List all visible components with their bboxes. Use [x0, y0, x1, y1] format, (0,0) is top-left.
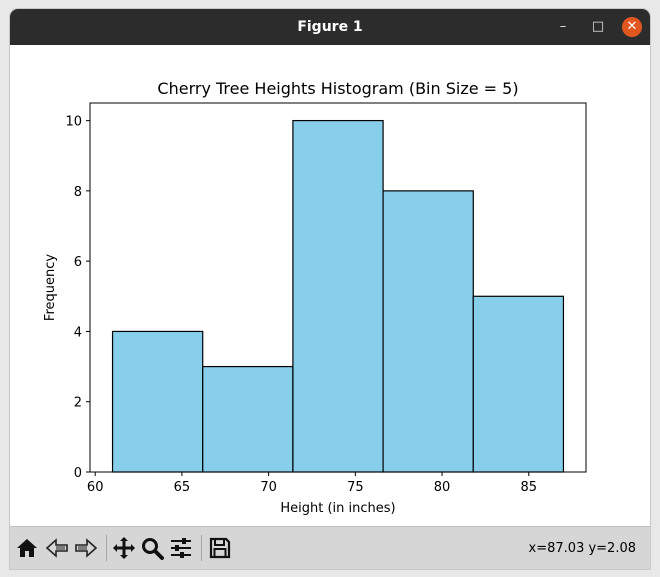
y-tick-label: 0: [74, 466, 82, 481]
title-bar: Figure 1 – □ ✕: [10, 9, 650, 45]
histogram-chart: Cherry Tree Heights Histogram (Bin Size …: [43, 79, 587, 516]
x-tick-label: 85: [520, 480, 537, 495]
forward-icon: [75, 538, 98, 558]
y-tick-label: 2: [74, 396, 82, 411]
x-tick-label: 80: [434, 480, 451, 495]
zoom-icon: [142, 538, 164, 560]
close-button[interactable]: ✕: [622, 17, 642, 37]
save-button[interactable]: [207, 535, 233, 561]
plot-frame: [89, 102, 587, 473]
pan-button[interactable]: [111, 535, 137, 561]
x-tick-label: 60: [87, 480, 104, 495]
forward-button[interactable]: [73, 535, 99, 561]
histogram-bar-3: [292, 119, 384, 473]
configure-subplots-icon: [171, 538, 191, 558]
histogram-bar-1: [111, 330, 204, 473]
toolbar-separator: [106, 535, 107, 561]
y-tick-label: 8: [74, 185, 82, 200]
y-tick-label: 4: [74, 325, 82, 340]
back-icon: [45, 538, 68, 558]
x-tick-label: 75: [347, 480, 364, 495]
y-axis-label: Frequency: [43, 254, 58, 321]
figure-canvas[interactable]: Cherry Tree Heights Histogram (Bin Size …: [10, 45, 650, 526]
configure-subplots-button[interactable]: [168, 535, 194, 561]
cursor-coordinates: x=87.03 y=2.08: [528, 541, 636, 556]
x-tick-label: 70: [260, 480, 277, 495]
histogram-bar-4: [382, 190, 474, 473]
y-tick-label: 6: [74, 255, 82, 270]
save-icon: [209, 537, 231, 559]
home-icon: [17, 539, 37, 557]
minimize-button[interactable]: –: [559, 19, 567, 34]
histogram-bar-5: [472, 295, 565, 473]
window-title: Figure 1: [297, 19, 363, 35]
navigation-toolbar: x=87.03 y=2.08: [10, 526, 650, 569]
chart-title: Cherry Tree Heights Histogram (Bin Size …: [157, 79, 518, 98]
pan-icon: [113, 537, 135, 559]
home-button[interactable]: [14, 535, 40, 561]
zoom-button[interactable]: [139, 535, 165, 561]
histogram-bar-2: [202, 365, 294, 473]
toolbar-separator: [201, 535, 202, 561]
back-button[interactable]: [44, 535, 70, 561]
figure-window: Figure 1 – □ ✕ Cherry Tree Heights Histo…: [10, 9, 650, 569]
maximize-button[interactable]: □: [591, 19, 605, 34]
x-tick-label: 65: [174, 480, 191, 495]
x-axis-label: Height (in inches): [280, 501, 395, 516]
y-tick-label: 10: [65, 115, 82, 130]
